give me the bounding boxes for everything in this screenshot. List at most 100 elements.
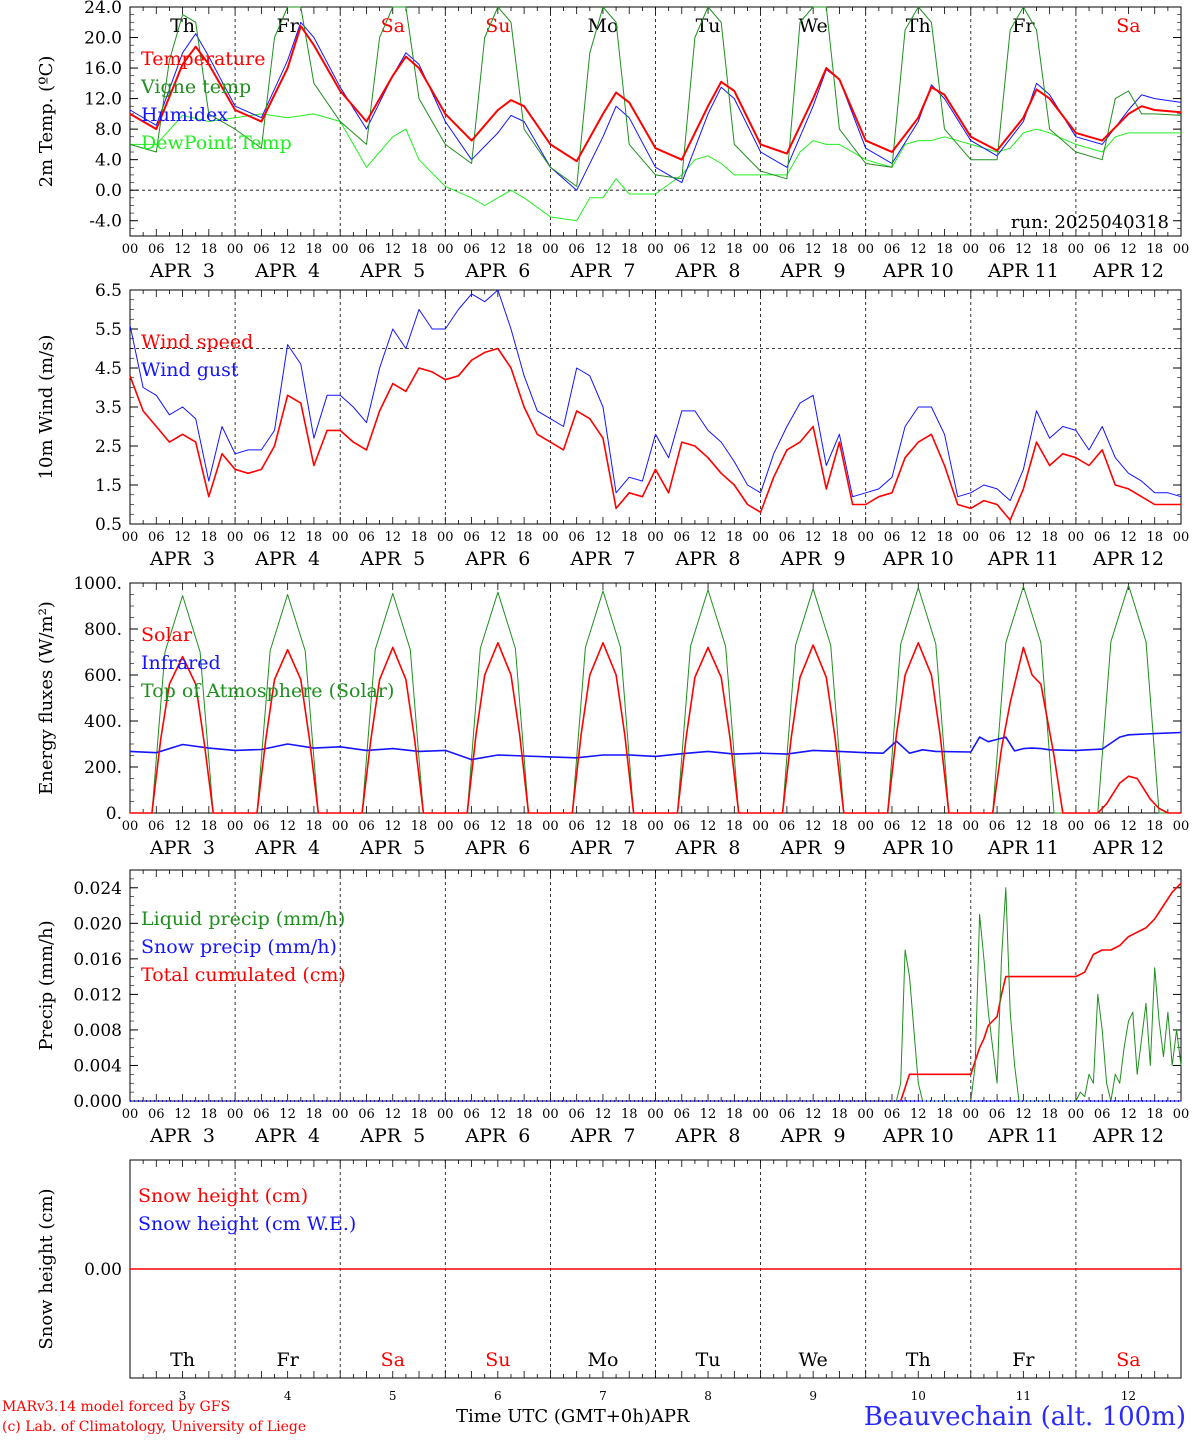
hour-tick-label: 00 <box>332 530 349 545</box>
time-axis-text: Time UTC (GMT+0h) <box>456 1406 651 1427</box>
hour-tick-label: 12 <box>279 819 296 834</box>
hour-tick-label: 06 <box>463 530 480 545</box>
hour-tick-label: 00 <box>437 530 454 545</box>
hour-tick-label: 12 <box>805 242 822 257</box>
date-label: APR 3 <box>149 837 215 859</box>
hour-tick-label: 18 <box>1146 819 1163 834</box>
day-name: Su <box>485 1349 510 1371</box>
model-credit: MARv3.14 model forced by GFS <box>2 1399 231 1415</box>
day-number: 8 <box>704 1389 712 1403</box>
day-name: Mo <box>587 15 618 37</box>
legend-entry: Liquid precip (mm/h) <box>141 908 345 930</box>
day-name: Th <box>170 15 195 37</box>
hour-tick-label: 18 <box>1146 242 1163 257</box>
date-label: APR 8 <box>675 260 741 282</box>
day-number: 5 <box>389 1389 397 1403</box>
legend-entry: Wind speed <box>141 331 253 353</box>
hour-tick-label: 00 <box>542 242 559 257</box>
station-name: Beauvechain (alt. 100m) <box>863 1402 1186 1432</box>
hour-tick-label: 00 <box>647 530 664 545</box>
hour-tick-label: 06 <box>253 1107 270 1122</box>
legend-entry: Snow height (cm W.E.) <box>138 1213 356 1235</box>
y-tick-label: 8.0 <box>95 120 122 140</box>
y-tick-label: 600. <box>84 666 122 686</box>
legend-entry: Wind gust <box>141 359 239 381</box>
hour-tick-label: 00 <box>857 242 874 257</box>
hour-tick-label: 00 <box>122 530 139 545</box>
hour-tick-label: 12 <box>595 530 612 545</box>
date-label: APR 12 <box>1092 260 1164 282</box>
hour-tick-label: 18 <box>831 1107 848 1122</box>
hour-tick-label: 12 <box>384 819 401 834</box>
y-axis-label: Precip (mm/h) <box>36 920 57 1050</box>
date-label: APR 12 <box>1092 548 1164 570</box>
date-label: APR 11 <box>987 548 1059 570</box>
day-name: Sa <box>1116 15 1140 37</box>
hour-tick-label: 00 <box>227 819 244 834</box>
hour-tick-label: 18 <box>1146 530 1163 545</box>
hour-tick-label: 00 <box>122 242 139 257</box>
hour-tick-label: 18 <box>621 530 638 545</box>
date-label: APR 5 <box>359 837 425 859</box>
hour-tick-label: 06 <box>674 530 691 545</box>
hour-tick-label: 12 <box>595 1107 612 1122</box>
date-label: APR 11 <box>987 260 1059 282</box>
day-name: Th <box>170 1349 195 1371</box>
hour-tick-label: 00 <box>122 1107 139 1122</box>
hour-tick-label: 00 <box>227 1107 244 1122</box>
date-label: APR 7 <box>569 548 635 570</box>
legend-entry: Total cumulated (cm) <box>141 964 346 986</box>
hour-tick-label: 06 <box>884 819 901 834</box>
hour-tick-label: 06 <box>463 242 480 257</box>
date-label: APR 4 <box>254 837 320 859</box>
day-name: Fr <box>1012 15 1035 37</box>
date-label: APR 6 <box>464 1125 530 1147</box>
hour-tick-label: 06 <box>674 1107 691 1122</box>
hour-tick-label: 00 <box>857 819 874 834</box>
hour-tick-label: 12 <box>1120 530 1137 545</box>
hour-tick-label: 06 <box>674 819 691 834</box>
hour-tick-label: 00 <box>437 242 454 257</box>
date-label: APR 5 <box>359 548 425 570</box>
y-tick-label: 3.5 <box>95 398 122 418</box>
hour-tick-label: 18 <box>306 530 323 545</box>
y-tick-label: 2.5 <box>95 437 122 457</box>
hour-tick-label: 00 <box>647 819 664 834</box>
hour-tick-label: 12 <box>174 1107 191 1122</box>
hour-tick-label: 00 <box>1068 530 1085 545</box>
hour-tick-label: 18 <box>201 819 218 834</box>
day-name: Th <box>906 1349 931 1371</box>
hour-tick-label: 06 <box>253 530 270 545</box>
hour-tick-label: 18 <box>411 530 428 545</box>
hour-tick-label: 18 <box>201 530 218 545</box>
date-label: APR 6 <box>464 837 530 859</box>
day-name: Fr <box>277 1349 300 1371</box>
legend-entry: Top of Atmosphere (Solar) <box>141 680 394 702</box>
hour-tick-label: 12 <box>805 530 822 545</box>
y-axis-label: Energy fluxes (W/m²) <box>36 601 57 795</box>
legend-entry: Vigne temp <box>140 76 251 98</box>
hour-tick-label: 00 <box>332 242 349 257</box>
hour-tick-label: 06 <box>989 242 1006 257</box>
hour-tick-label: 00 <box>542 1107 559 1122</box>
hour-tick-label: 06 <box>253 242 270 257</box>
y-tick-label: 0.000 <box>73 1092 122 1112</box>
hour-tick-label: 00 <box>647 1107 664 1122</box>
hour-tick-label: 00 <box>227 242 244 257</box>
series-line-total-cumulated-cm- <box>130 882 1182 1102</box>
date-label: APR 10 <box>882 837 954 859</box>
date-label: APR 7 <box>569 260 635 282</box>
y-tick-label: 400. <box>84 712 122 732</box>
date-label: APR 10 <box>882 1125 954 1147</box>
day-name: Sa <box>381 1349 405 1371</box>
hour-tick-label: 00 <box>752 530 769 545</box>
chart-panel-3: 1000. 800. 600. 400. 200. 0. Energy fluxes (W/… <box>36 574 1189 859</box>
hour-tick-label: 12 <box>805 819 822 834</box>
date-label: APR 10 <box>882 260 954 282</box>
hour-tick-label: 12 <box>1120 819 1137 834</box>
date-label: APR 9 <box>780 260 846 282</box>
date-label: APR 8 <box>675 1125 741 1147</box>
series-line-wind-speed <box>129 347 1181 521</box>
hour-tick-label: 12 <box>384 1107 401 1122</box>
hour-tick-label: 12 <box>279 1107 296 1122</box>
